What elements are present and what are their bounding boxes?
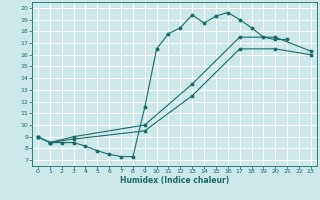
X-axis label: Humidex (Indice chaleur): Humidex (Indice chaleur) bbox=[120, 176, 229, 185]
